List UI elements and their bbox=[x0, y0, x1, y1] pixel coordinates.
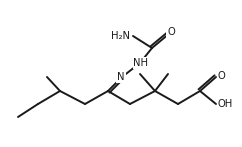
Text: O: O bbox=[167, 27, 175, 37]
Text: O: O bbox=[218, 71, 226, 81]
Text: H₂N: H₂N bbox=[111, 31, 130, 41]
Text: N: N bbox=[117, 72, 125, 82]
Text: NH: NH bbox=[134, 58, 149, 68]
Text: OH: OH bbox=[218, 99, 233, 109]
